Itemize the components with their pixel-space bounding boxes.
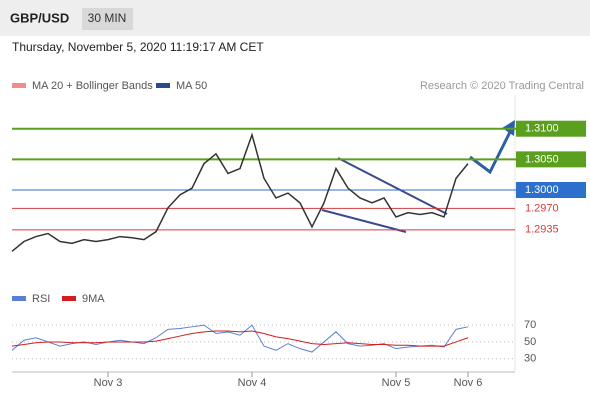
rsi-line bbox=[11, 324, 469, 353]
rsi-line bbox=[11, 330, 469, 347]
y-tick-label: 70 bbox=[524, 319, 536, 331]
level-label: 1.2970 bbox=[525, 202, 559, 214]
y-tick-label: 50 bbox=[524, 336, 536, 348]
symbol: GBP/USD bbox=[10, 10, 69, 25]
forecast-arrow bbox=[469, 131, 512, 175]
level-label: 1.3050 bbox=[525, 153, 559, 165]
level-tag bbox=[516, 151, 586, 168]
trend-line bbox=[337, 157, 448, 215]
level-label: 1.2935 bbox=[525, 224, 559, 236]
price-line bbox=[11, 132, 469, 252]
legend-swatch bbox=[12, 83, 26, 88]
x-tick-label: Nov 6 bbox=[454, 377, 483, 389]
legend-swatch bbox=[62, 296, 76, 301]
legend-label: MA 20 + Bollinger Bands bbox=[32, 80, 153, 92]
y-tick-label: 30 bbox=[524, 353, 536, 365]
x-tick-label: Nov 5 bbox=[382, 377, 411, 389]
legend-swatch bbox=[12, 296, 26, 301]
credit: Research © 2020 Trading Central bbox=[420, 80, 584, 92]
legend-label: RSI bbox=[32, 293, 50, 305]
legend-label: MA 50 bbox=[176, 80, 207, 92]
trend-line bbox=[321, 209, 407, 233]
timestamp: Thursday, November 5, 2020 11:19:17 AM C… bbox=[12, 40, 264, 54]
x-tick-label: Nov 4 bbox=[238, 377, 267, 389]
interval-box[interactable] bbox=[82, 8, 133, 30]
level-label: 1.3000 bbox=[525, 184, 559, 196]
x-tick-label: Nov 3 bbox=[94, 377, 123, 389]
level-tag bbox=[516, 182, 586, 198]
level-label: 1.3100 bbox=[525, 123, 559, 135]
interval[interactable]: 30 MIN bbox=[88, 11, 127, 25]
legend-swatch bbox=[156, 83, 170, 88]
level-tag bbox=[516, 120, 586, 137]
legend-label: 9MA bbox=[82, 293, 105, 305]
